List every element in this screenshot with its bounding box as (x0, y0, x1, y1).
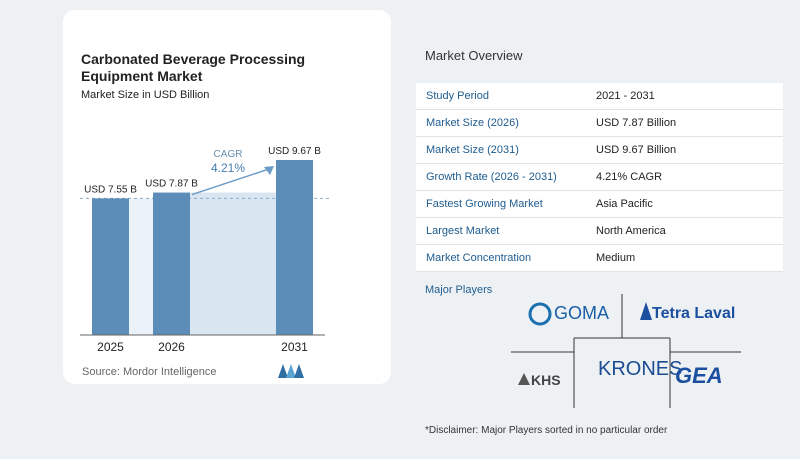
overview-key: Market Concentration (416, 244, 586, 272)
overview-value: 2021 - 2031 (586, 83, 783, 110)
chart-title: Carbonated Beverage Processing Equipment… (81, 51, 306, 84)
goma-logo-icon (528, 302, 552, 326)
overview-row: Market Size (2026) USD 7.87 Billion (416, 109, 783, 137)
overview-key: Fastest Growing Market (416, 190, 586, 218)
mordor-logo-icon (278, 364, 304, 378)
overview-key: Study Period (416, 83, 586, 110)
growth-band (190, 192, 276, 335)
overview-value: USD 7.87 Billion (586, 109, 783, 137)
overview-value: Asia Pacific (586, 190, 783, 218)
overview-value: USD 9.67 Billion (586, 136, 783, 164)
tetra-logo-icon (640, 302, 652, 320)
cagr-arrowhead (264, 166, 274, 175)
players-title: Major Players (425, 284, 493, 296)
overview-value: 4.21% CAGR (586, 163, 783, 191)
bar (92, 198, 129, 335)
overview-row: Market Concentration Medium (416, 244, 783, 272)
overview-row: Market Size (2031) USD 9.67 Billion (416, 136, 783, 164)
gap-band (129, 198, 153, 335)
overview-key: Market Size (2026) (416, 109, 586, 137)
overview-key: Growth Rate (2026 - 2031) (416, 163, 586, 191)
bar-value-label: USD 7.87 B (145, 179, 198, 190)
chart-source: Source: Mordor Intelligence (82, 366, 217, 378)
cagr-label: CAGR (214, 149, 243, 160)
overview-row: Largest Market North America (416, 217, 783, 245)
bar-value-label: USD 7.55 B (84, 184, 137, 195)
x-tick-label: 2025 (97, 340, 124, 354)
x-tick-label: 2026 (158, 340, 185, 354)
khs-logo-icon (518, 373, 530, 385)
overview-table: Study Period 2021 - 2031 Market Size (2026… (416, 83, 783, 272)
player-khs: KHS (531, 372, 561, 388)
cagr-arrow (191, 167, 273, 196)
overview-value: Medium (586, 244, 783, 272)
overview-title: Market Overview (425, 48, 523, 63)
player-gea: GEA (675, 363, 723, 388)
bar (153, 192, 190, 335)
player-krones: KRONES (598, 358, 683, 380)
overview-key: Largest Market (416, 217, 586, 245)
bar-value-label: USD 9.67 B (268, 146, 321, 157)
bar-chart: USD 7.55 B 2025 USD 7.87 B 2026 USD 9.67 B 20… (80, 146, 330, 354)
player-tetra-laval: Tetra Laval (652, 305, 736, 322)
overview-row: Growth Rate (2026 - 2031) 4.21% CAGR (416, 163, 783, 191)
disclaimer: *Disclaimer: Major Players sorted in no … (425, 425, 668, 436)
cagr-value: 4.21% (211, 161, 245, 175)
player-goma: GOMA (554, 303, 610, 323)
x-tick-label: 2031 (281, 340, 308, 354)
overview-row: Fastest Growing Market Asia Pacific (416, 190, 783, 218)
overview-key: Market Size (2031) (416, 136, 586, 164)
chart-subtitle: Market Size in USD Billion (81, 89, 210, 101)
overview-value: North America (586, 217, 783, 245)
bar (276, 160, 313, 335)
overview-row: Study Period 2021 - 2031 (416, 83, 783, 110)
